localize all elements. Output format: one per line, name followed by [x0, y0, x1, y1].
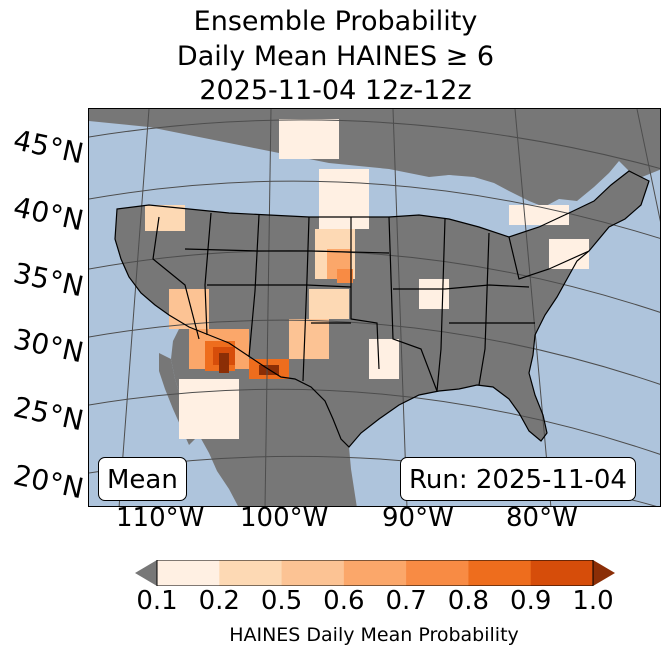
colorbar-under-arrow — [135, 560, 157, 586]
title-line-2: Daily Mean HAINES ≥ 6 — [176, 41, 495, 72]
lat-label-30: 30°N — [10, 322, 87, 370]
colorbar-bin-6 — [530, 560, 594, 586]
lat-label-20: 20°N — [10, 458, 87, 506]
lat-label-25: 25°N — [10, 390, 87, 438]
lon-label-110w: 110°W — [116, 503, 205, 533]
colorbar-label: HAINES Daily Mean Probability — [229, 624, 519, 646]
title-line-3: 2025-11-04 12z-12z — [199, 75, 472, 106]
lon-label-80w: 80°W — [506, 503, 578, 533]
colorbar-bin-0 — [157, 560, 220, 586]
colorbar-tick-5: 0.8 — [447, 586, 490, 616]
colorbar-bin-3 — [343, 560, 407, 586]
colorbar-tick-4: 0.7 — [385, 586, 427, 616]
state-borders — [114, 170, 650, 448]
colorbar-over-arrow — [593, 560, 615, 586]
colorbar-tick-6: 0.9 — [510, 586, 552, 616]
lat-label-40: 40°N — [10, 190, 87, 238]
lake-superior — [419, 175, 474, 191]
usa-land — [115, 171, 649, 447]
colorbar-bin-1 — [219, 560, 283, 586]
colorbar-bins — [157, 560, 594, 586]
colorbar-bin-4 — [406, 560, 469, 586]
map-panel — [88, 108, 661, 507]
colorbar-bin-5 — [468, 560, 532, 586]
title-line-1: Ensemble Probability — [193, 6, 478, 37]
probability-shading — [145, 119, 589, 439]
lon-label-100w: 100°W — [240, 503, 329, 533]
colorbar-tick-7: 1.0 — [572, 586, 614, 616]
lat-label-35: 35°N — [10, 256, 87, 304]
lon-label-90w: 90°W — [382, 503, 454, 533]
lat-label-45: 45°N — [10, 123, 87, 171]
map-svg — [89, 109, 660, 506]
colorbar-tick-3: 0.6 — [323, 586, 365, 616]
colorbar — [135, 560, 615, 586]
colorbar-tick-0: 0.1 — [136, 586, 178, 616]
colorbar-bin-2 — [281, 560, 345, 586]
mean-label: Mean — [98, 457, 187, 501]
colorbar-tick-1: 0.2 — [198, 586, 240, 616]
colorbar-outline — [156, 560, 594, 586]
colorbar-tick-2: 0.5 — [260, 586, 303, 616]
run-label: Run: 2025-11-04 — [400, 457, 636, 501]
